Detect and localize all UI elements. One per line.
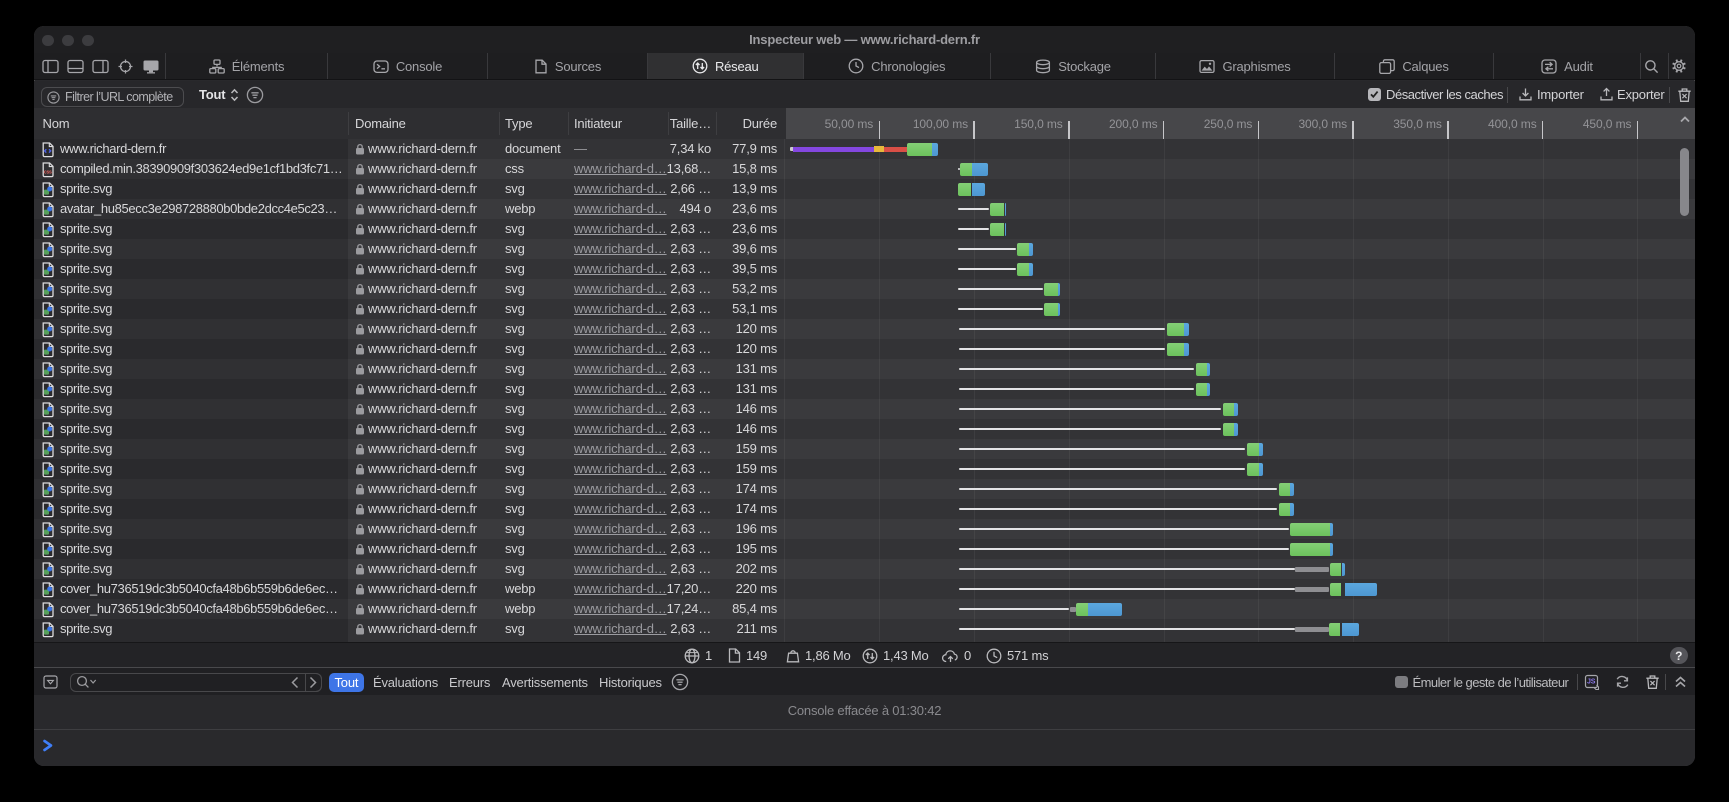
svg-text:JS: JS [1587, 679, 1596, 686]
svg-text:css: css [44, 169, 52, 175]
